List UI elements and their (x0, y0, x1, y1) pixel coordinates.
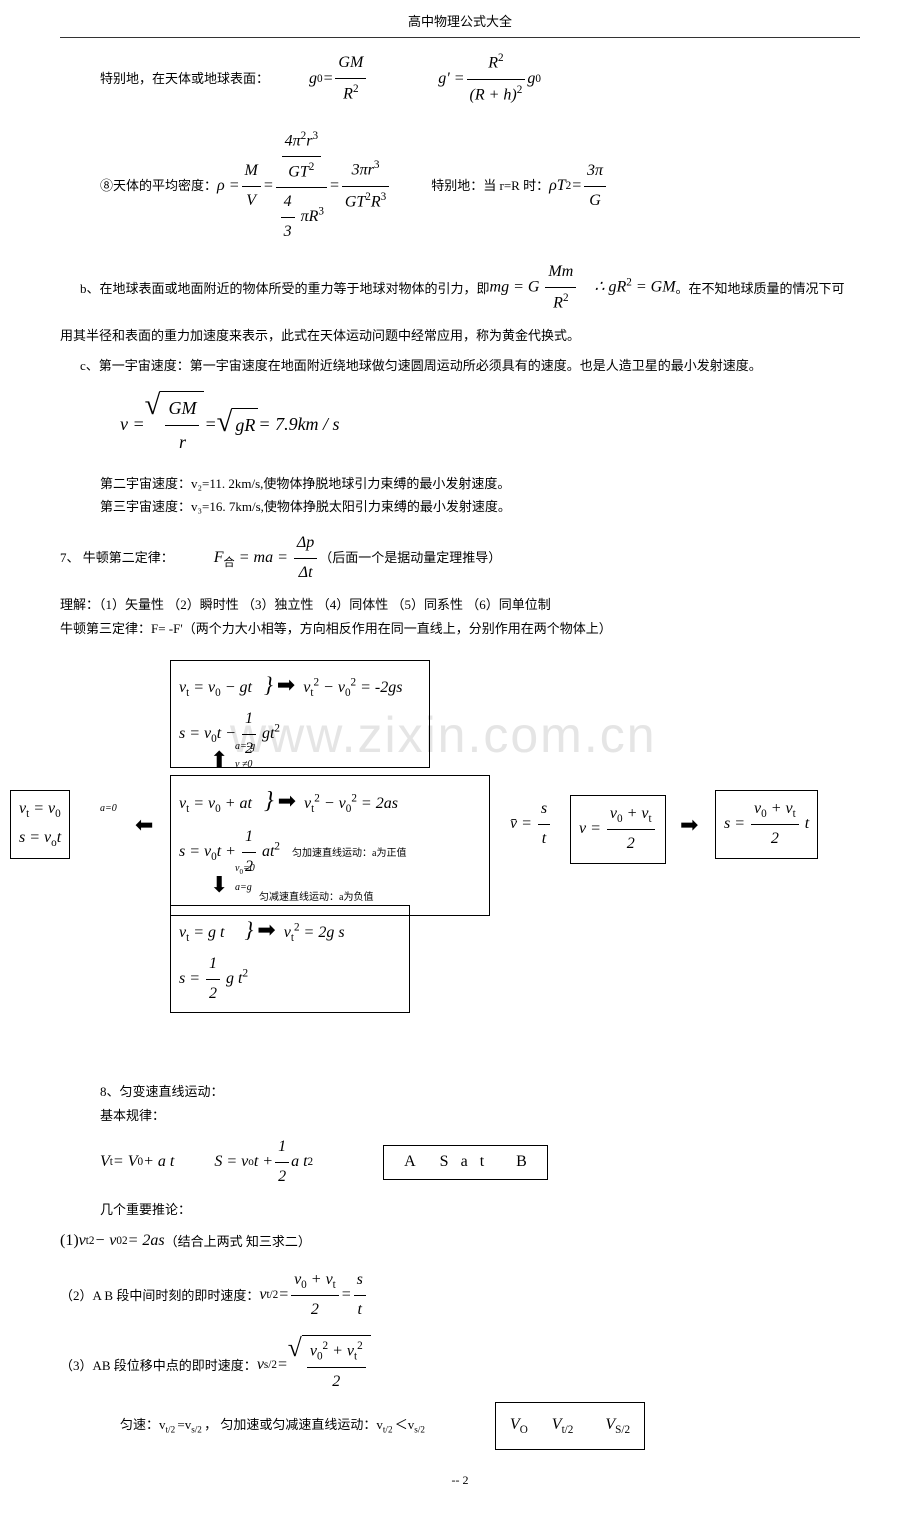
conclusion1: (1) vt2 − v02 = 2as （结合上两式 知三求二） (60, 1227, 860, 1256)
conclusion3: （3）AB 段位移中点的即时速度： vs/2 = √ v02 + vt2 2 (60, 1335, 860, 1396)
section-b-line2: 用其半径和表面的重力加速度来表示，此式在天体运动问题中经常应用，称为黄金代换式。 (60, 324, 860, 347)
second-cosmic: 第二宇宙速度：v₂=11. 2km/s,使物体挣脱地球引力束缚的最小发射速度。 (60, 472, 860, 495)
newton-second-law: 7、 牛顿第二定律： F合 = ma = Δp Δt （后面一个是据动量定理推导… (60, 529, 860, 588)
header-title: 高中物理公式大全 (408, 14, 512, 29)
left-box: vt = v0 s = vot (10, 790, 70, 859)
section-c-line1: c、第一宇宙速度：第一宇宙速度在地面附近绕地球做匀速圆周运动所必须具有的速度。也… (60, 354, 860, 377)
section8-title: 8、匀变速直线运动： (60, 1080, 860, 1103)
section8-subtitle: 基本规律： (60, 1104, 860, 1127)
top-box: vt = v0 − gt } ➡ vt2 − v02 = -2gs s = v0… (170, 660, 430, 768)
s-box: s = v0 + vt 2 t (715, 790, 818, 859)
vavg-box: v = v0 + vt 2 (570, 795, 666, 864)
conclusions-label: 几个重要推论： (60, 1198, 860, 1221)
density-line: ⑧天体的平均密度： ρ = M V = 4π2r3 GT2 4 3 πR3 = … (60, 126, 860, 247)
ab-box: A S a t B (383, 1145, 548, 1180)
page-header: 高中物理公式大全 (60, 10, 860, 38)
kinematics-diagram: www.zixin.com.cn vt = v0 − gt } ➡ vt2 − … (60, 660, 860, 1060)
conclusion2: （2）A B 段中间时刻的即时速度： vt/2 = v0 + vt 2 = st (60, 1266, 860, 1325)
third-cosmic: 第三宇宙速度：v₃=16. 7km/s,使物体挣脱太阳引力束缚的最小发射速度。 (60, 495, 860, 518)
right-box: VO Vt/2 VS/2 (495, 1402, 645, 1449)
newton-third-law: 牛顿第三定律：F= -F'（两个力大小相等，方向相反作用在同一直线上，分别作用在… (60, 617, 860, 640)
newton-understand: 理解：（1）矢量性 （2）瞬时性 （3）独立性 （4）同体性 （5）同系性 （6… (60, 593, 860, 616)
bottom-box: vt = g t } ➡ vt2 = 2g s s = 12 g t2 (170, 905, 410, 1013)
uniform-compare: 匀速：vt/2 =vs/2 ， 匀加速或匀减速直线运动：vt/2 ＜vs/2 V… (60, 1402, 860, 1449)
page-number: -- 2 (60, 1470, 860, 1492)
surface-gravity-line: 特别地，在天体或地球表面： g0 = GM R2 g' = R2 (R + h)… (60, 48, 860, 109)
section-b-line1: b、在地球表面或地面附近的物体所受的重力等于地球对物体的引力，即 mg = G … (60, 258, 860, 318)
first-cosmic-velocity: v = √ GM r = √gR = 7.9km / s (60, 391, 860, 458)
basic-rules: Vt = V0 + a t S = vo t + 12 a t2 A S a t… (60, 1133, 860, 1192)
